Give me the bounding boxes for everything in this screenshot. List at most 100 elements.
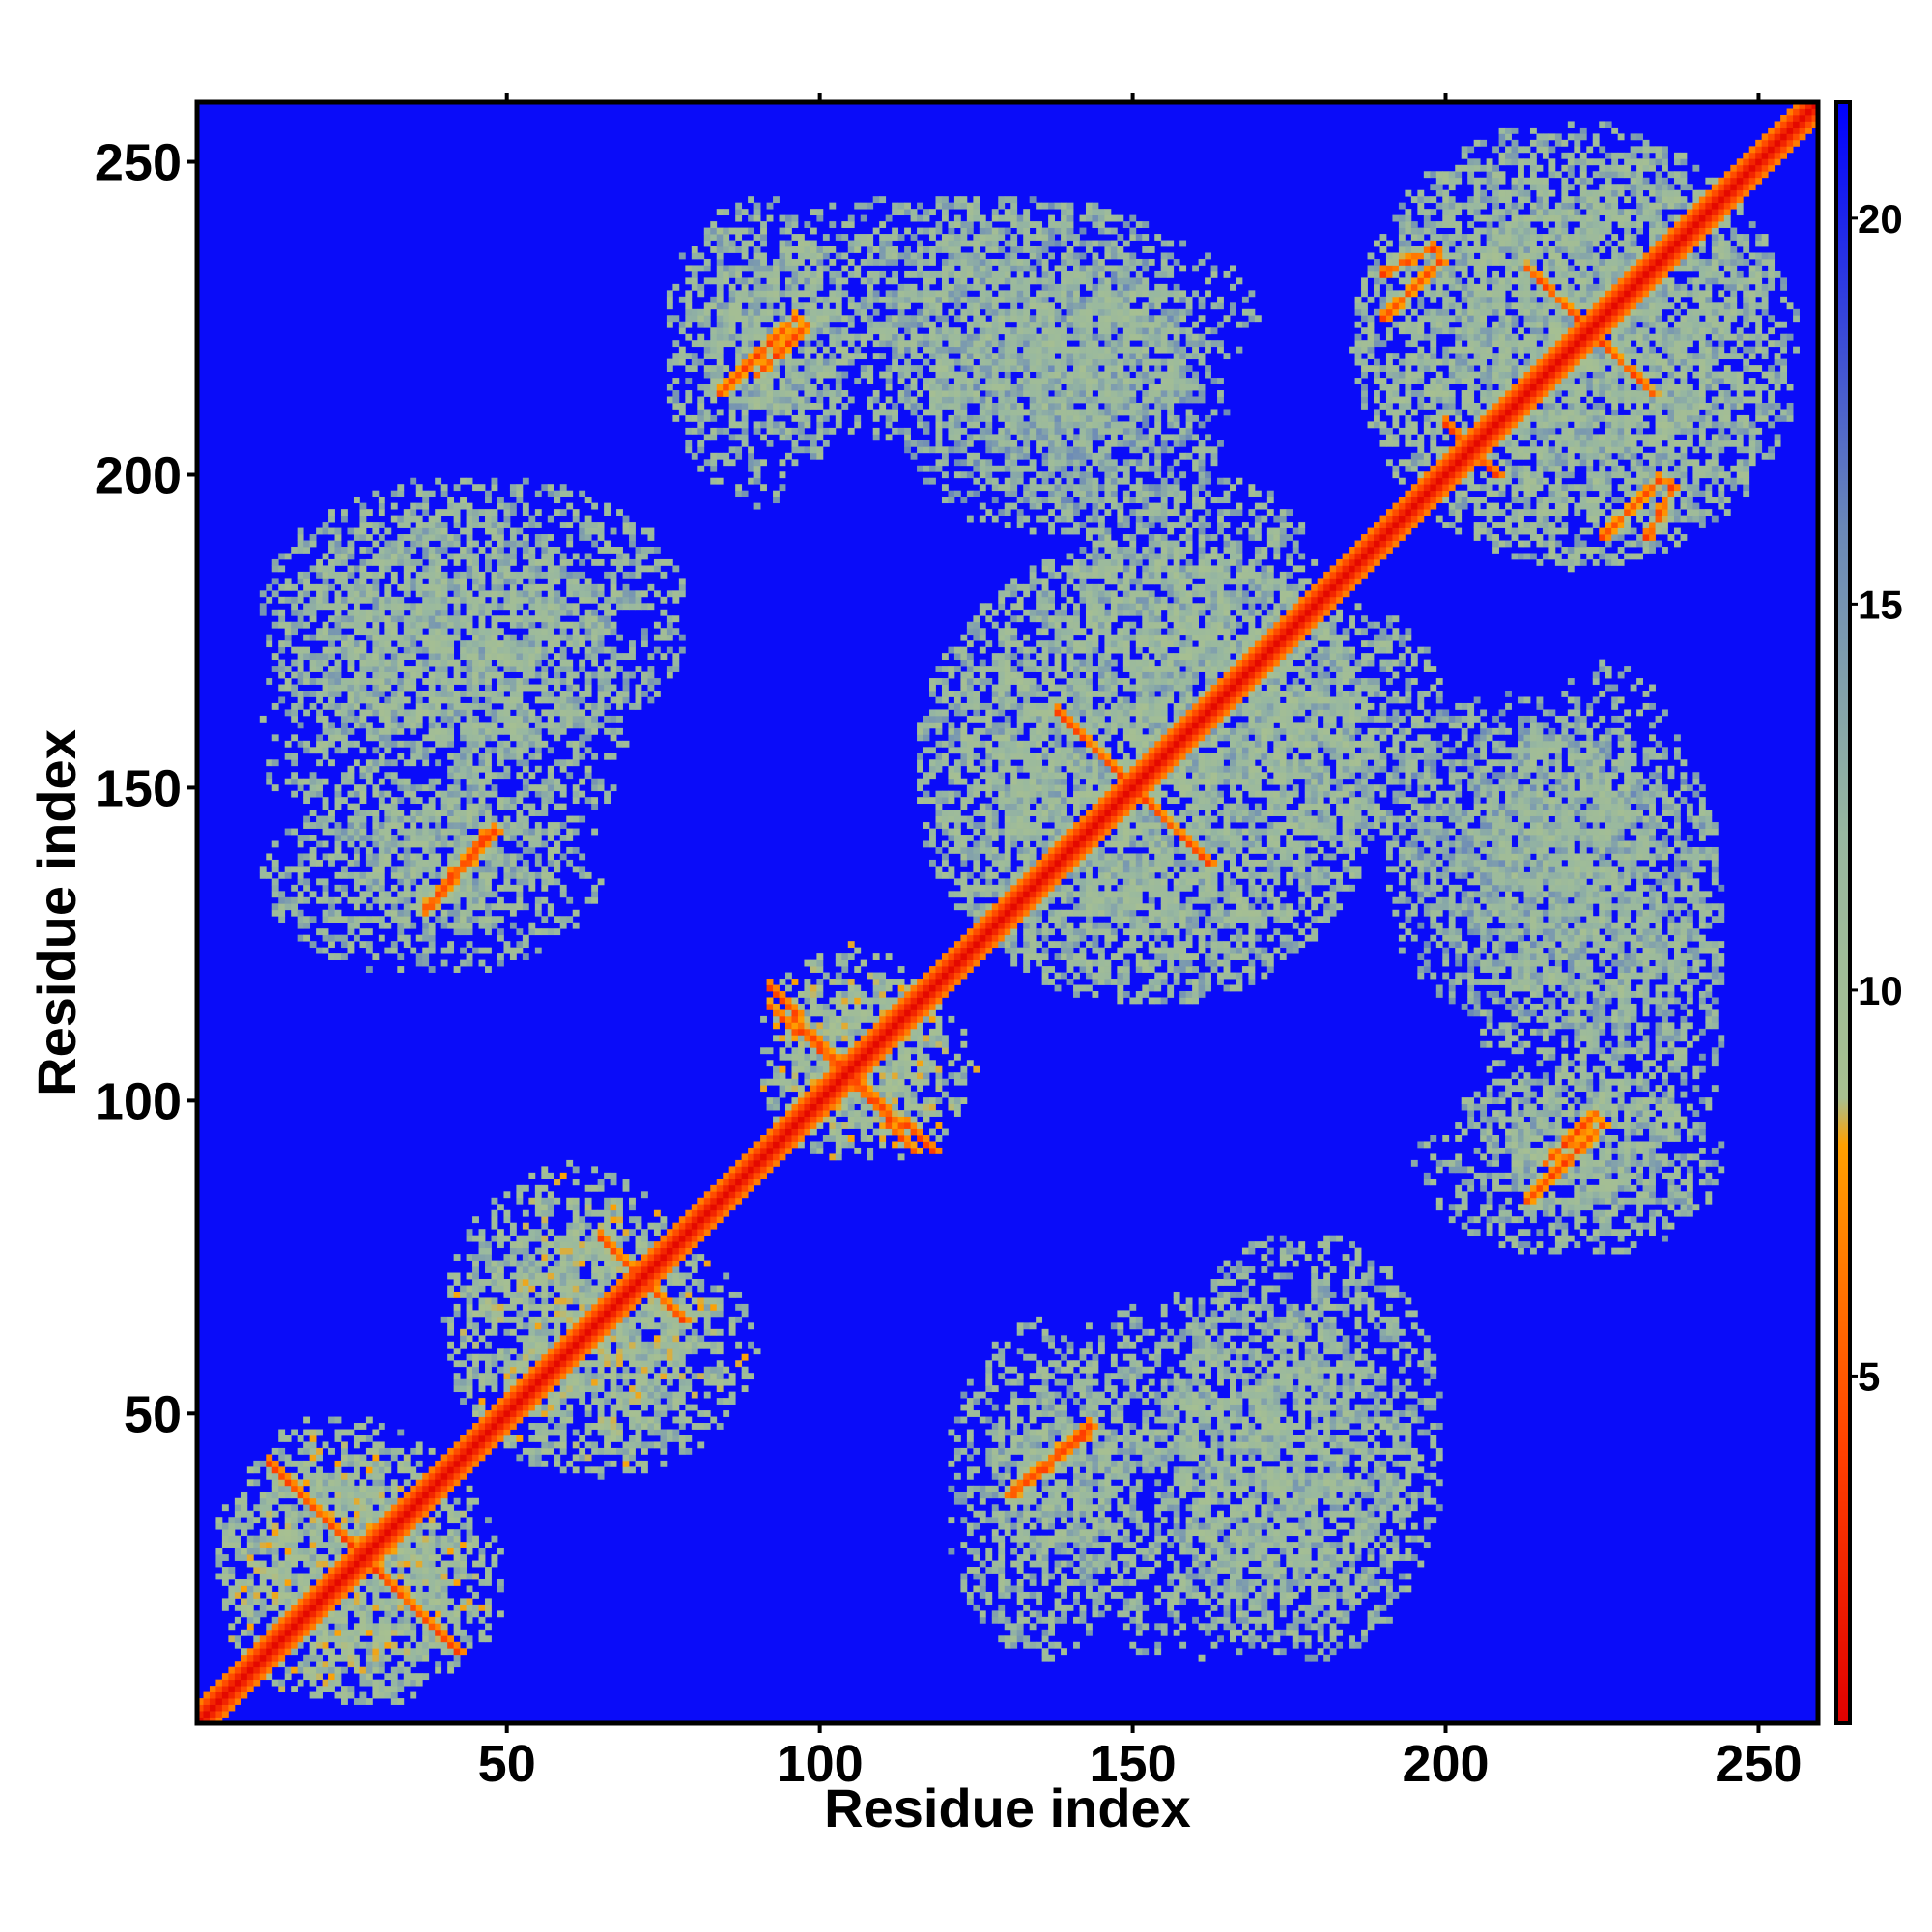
heatmap-cell (353, 1598, 360, 1605)
heatmap-cell (534, 810, 542, 816)
heatmap-cell (365, 691, 373, 697)
heatmap-cell (503, 1435, 511, 1442)
heatmap-cell (522, 1279, 529, 1286)
heatmap-cell (415, 1535, 423, 1543)
heatmap-cell (541, 1310, 549, 1318)
heatmap-cell (478, 778, 486, 785)
heatmap-cell (485, 490, 492, 497)
heatmap-cell (410, 1578, 417, 1586)
heatmap-cell (384, 846, 392, 854)
heatmap-cell (522, 866, 529, 873)
heatmap-cell (453, 1529, 461, 1537)
heatmap-cell (347, 709, 355, 717)
heatmap-cell (478, 1629, 486, 1636)
heatmap-cell (365, 653, 373, 661)
heatmap-cell (629, 558, 636, 566)
heatmap-cell (559, 1241, 567, 1249)
heatmap-cell (428, 1517, 436, 1524)
heatmap-cell (422, 709, 430, 717)
heatmap-cell (485, 1310, 492, 1318)
heatmap-cell (228, 1704, 236, 1712)
heatmap-cell (597, 1410, 605, 1417)
heatmap-cell (559, 1385, 567, 1393)
heatmap-cell (435, 609, 442, 616)
heatmap-cell (447, 1560, 455, 1568)
heatmap-cell (428, 696, 436, 704)
heatmap-cell (328, 1522, 335, 1530)
heatmap-cell (334, 1485, 342, 1492)
heatmap-cell (566, 1204, 574, 1211)
heatmap-cell (491, 747, 498, 754)
heatmap-cell (353, 884, 360, 892)
heatmap-cell (365, 903, 373, 911)
heatmap-cell (447, 715, 455, 723)
heatmap-cell (466, 765, 473, 773)
heatmap-cell (303, 540, 311, 548)
heatmap-cell (316, 1623, 323, 1631)
heatmap-cell (472, 810, 479, 816)
heatmap-cell (341, 646, 348, 654)
heatmap-cell (635, 1216, 642, 1224)
heatmap-cell (422, 527, 430, 535)
heatmap-cell (597, 671, 605, 679)
heatmap-cell (566, 696, 574, 704)
heatmap-cell (271, 1522, 279, 1530)
heatmap-cell (415, 797, 423, 805)
heatmap-cell (460, 1360, 467, 1368)
heatmap-cell (591, 828, 599, 836)
heatmap-cell (559, 596, 567, 604)
heatmap-cell (566, 1241, 574, 1249)
heatmap-cell (685, 308, 693, 316)
heatmap-cell (316, 628, 323, 636)
heatmap-cell (440, 1560, 448, 1568)
heatmap-cell (647, 1285, 655, 1293)
heatmap-cell (365, 1610, 373, 1618)
heatmap-cell (522, 1385, 529, 1393)
heatmap-cell (547, 1398, 554, 1405)
heatmap-cell (503, 558, 511, 566)
heatmap-cell (297, 578, 304, 585)
heatmap-cell (322, 853, 329, 861)
heatmap-cell (378, 1497, 385, 1505)
heatmap-cell (447, 502, 455, 510)
heatmap-cell (485, 646, 492, 654)
heatmap-cell (604, 797, 611, 805)
heatmap-cell (516, 1266, 524, 1273)
heatmap-cell (397, 934, 405, 942)
heatmap-cell (359, 671, 367, 679)
heatmap-cell (666, 1247, 673, 1255)
heatmap-cell (485, 828, 492, 836)
heatmap-cell (341, 715, 348, 723)
heatmap-cell (378, 790, 385, 798)
heatmap-cell (453, 1623, 461, 1631)
heatmap-cell (666, 1429, 673, 1436)
heatmap-cell (322, 1479, 329, 1487)
heatmap-cell (440, 1635, 448, 1643)
heatmap-cell (428, 778, 436, 785)
heatmap-cell (291, 709, 298, 717)
heatmap-cell (597, 1466, 605, 1474)
heatmap-cell (410, 628, 417, 636)
heatmap-cell (604, 1241, 611, 1249)
heatmap-cell (509, 1260, 517, 1267)
heatmap-cell (390, 515, 398, 523)
heatmap-cell (328, 515, 335, 523)
heatmap-cell (559, 571, 567, 579)
heatmap-cell (341, 734, 348, 742)
heatmap-cell (485, 515, 492, 523)
heatmap-cell (610, 1260, 617, 1267)
heatmap-cell (485, 666, 492, 672)
heatmap-cell (660, 596, 668, 604)
heatmap-cell (460, 1466, 467, 1474)
heatmap-cell (566, 1416, 574, 1424)
heatmap-cell (297, 678, 304, 685)
heatmap-cell (610, 628, 617, 636)
heatmap-cell (466, 884, 473, 892)
heatmap-cell (415, 871, 423, 879)
heatmap-cell (497, 565, 504, 573)
heatmap-cell (509, 615, 517, 623)
heatmap-cell (384, 822, 392, 829)
heatmap-cell (322, 1598, 329, 1605)
heatmap-cell (509, 747, 517, 754)
heatmap-cell (566, 1266, 574, 1273)
